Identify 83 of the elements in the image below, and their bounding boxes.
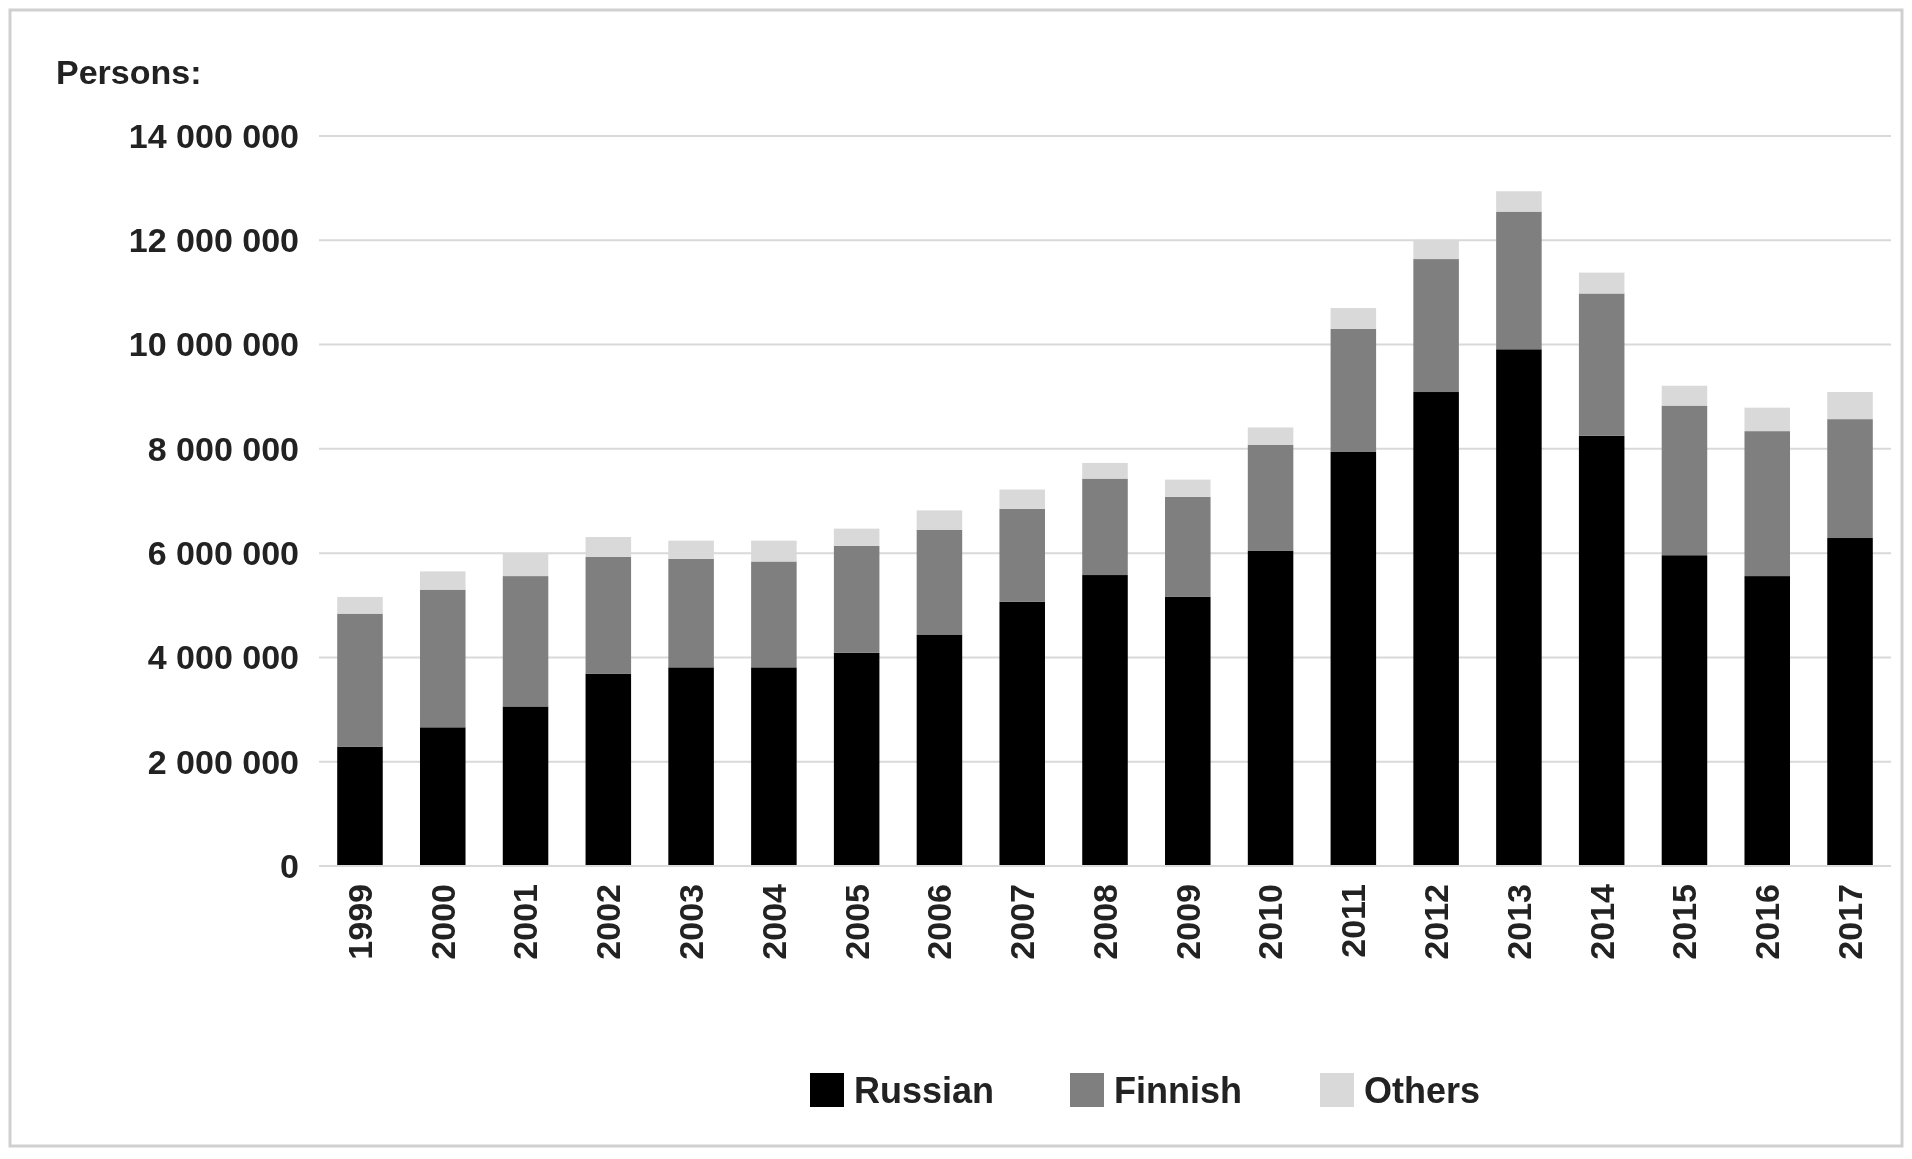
y-tick-label: 0 [280,846,299,885]
bar [1578,272,1625,294]
x-tick-label: 2002 [589,884,628,960]
bar [1744,576,1791,866]
bar [1661,555,1708,866]
bar [1496,191,1542,212]
bar [1165,496,1211,597]
bar [1330,328,1377,452]
bar [916,510,963,530]
x-tick-label: 2009 [1168,884,1207,960]
x-tick-label: 2011 [1334,884,1373,958]
bar [337,613,383,747]
x-tick-label: 2001 [506,884,545,960]
x-tick-label: 2015 [1665,884,1704,960]
bar [751,667,797,866]
bar [999,489,1045,509]
bar [1082,462,1128,479]
bar [1496,211,1542,350]
bar [668,667,714,866]
y-tick-label: 12 000 000 [128,221,299,260]
x-tick-label: 1999 [340,884,379,960]
bar [668,558,714,668]
x-tick-label: 2017 [1830,884,1869,960]
y-tick-label: 2 000 000 [147,742,299,781]
legend-label: Others [1364,1069,1481,1111]
x-tick-label: 2007 [1003,884,1042,960]
bar [585,556,632,674]
bar [999,601,1045,866]
bar [1330,451,1377,866]
bar [585,673,632,866]
x-tick-label: 2005 [837,884,876,960]
bar [1082,478,1128,576]
x-tick-label: 2003 [672,884,710,960]
x-tick-label: 2016 [1748,884,1787,960]
bar [1330,308,1377,329]
bar [833,652,880,866]
x-tick-label: 2008 [1085,884,1124,960]
bar [502,576,549,707]
y-tick-label: 8 000 000 [147,429,299,468]
bar [1247,444,1294,551]
y-tick-label: 6 000 000 [147,534,299,573]
x-tick-label: 2012 [1417,884,1456,960]
bar [1661,385,1708,406]
x-tick-label: 2010 [1251,884,1290,960]
bar [419,727,466,866]
bar [1496,349,1542,866]
x-tick-label: 2000 [423,884,462,960]
bar [1827,538,1873,866]
bar [1744,431,1791,577]
bar [1661,405,1708,556]
bar [1578,435,1625,866]
bar [337,596,383,614]
y-tick-label: 14 000 000 [128,116,299,155]
bar [1082,575,1128,866]
bar [1413,392,1459,866]
bar [916,634,963,866]
x-tick-label: 2004 [754,883,793,960]
bar [1827,392,1873,420]
y-axis-title: Persons: [56,53,202,91]
bar [419,571,466,590]
bar [999,508,1045,602]
bar [1578,293,1625,436]
bar [1744,407,1791,432]
bar [833,545,880,653]
bar [1247,550,1294,866]
x-tick-label: 2014 [1582,883,1621,960]
bar [1247,427,1294,445]
x-tick-label: 2006 [920,884,959,960]
bar [337,746,383,866]
bar [751,561,797,668]
bar [1165,479,1211,497]
bar [502,706,549,866]
x-tick-label: 2013 [1499,884,1538,960]
bar [833,528,880,546]
y-tick-label: 4 000 000 [147,638,299,677]
bar [419,589,466,728]
bar [916,529,963,635]
legend-label: Russian [854,1069,995,1111]
bar [1165,596,1211,866]
legend-label: Finnish [1114,1069,1242,1111]
bar [1827,419,1873,539]
y-tick-label: 10 000 000 [128,325,299,364]
bar [1413,259,1459,393]
